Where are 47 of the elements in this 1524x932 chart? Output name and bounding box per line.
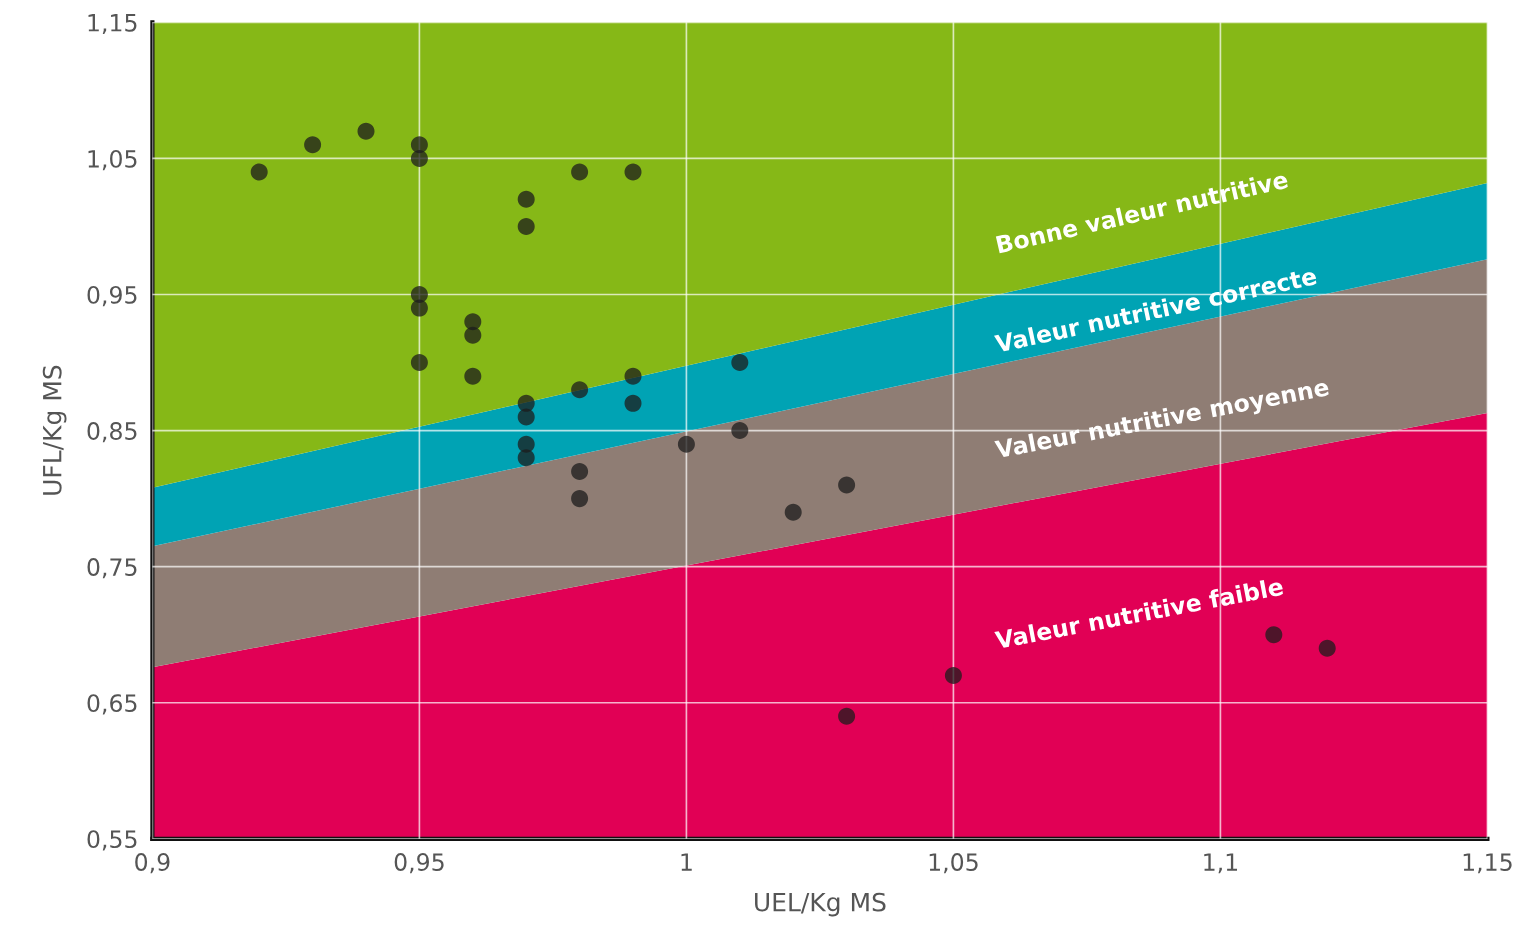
y-tick-label: 0,55 [87,830,137,851]
point [624,394,642,412]
series-label: Valeur nutritive moyenne [994,377,1331,464]
point [624,163,642,181]
series-label: Valeur nutritive faible [994,576,1284,650]
point [250,163,268,181]
x-tick-label: 1 [681,853,692,871]
point [944,667,962,685]
point [410,354,428,372]
x-tick-label: 0,95 [394,853,444,874]
point [517,190,535,208]
point [784,503,802,521]
point [571,490,589,508]
point [464,326,482,344]
point [410,299,428,317]
point [838,707,856,725]
point [410,149,428,167]
y-tick-label: 1,05 [88,149,137,171]
point [571,163,589,181]
y-tick-label: 0,75 [87,558,137,579]
point [571,381,589,399]
y-tick-label: 0,65 [87,694,137,715]
point [571,462,589,480]
y-tick-label: 1,15 [88,14,137,35]
x-tick-label: 0,9 [135,853,170,874]
point [838,476,856,494]
x-tick-label: 1,05 [929,853,978,874]
point [517,217,535,235]
y-axis-title: UFL/Kg MS [42,365,67,495]
x-axis-title: UEL/Kg MS [755,892,886,917]
point [517,449,535,467]
y-tick-label: 0,95 [87,285,137,307]
point [357,122,375,140]
point [304,136,322,154]
series-label: Bonne valeur nutritive [995,169,1289,254]
point [731,422,749,440]
point [624,367,642,385]
point [464,367,482,385]
x-tick-label: 1,1 [1204,853,1238,874]
point [1265,626,1283,644]
point [517,408,535,426]
point [677,435,695,453]
point [1318,639,1336,657]
series-label: Valeur nutritive correcte [993,266,1318,353]
x-tick-label: 1,15 [1463,853,1512,874]
point [731,354,749,372]
y-tick-label: 0,85 [87,422,137,443]
